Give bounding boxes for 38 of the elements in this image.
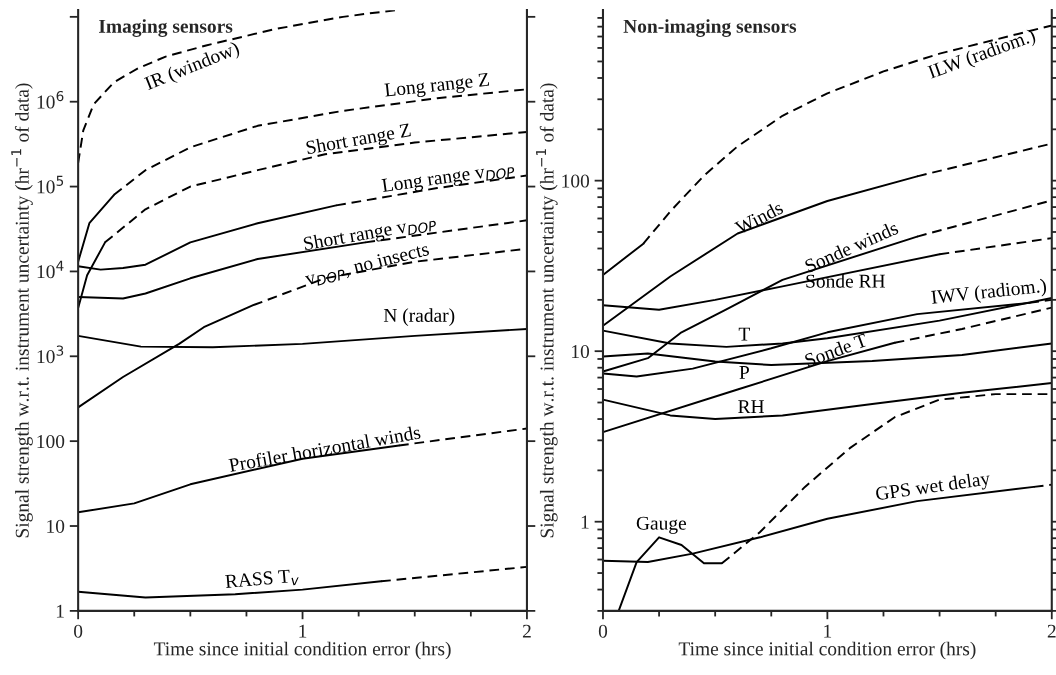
- x-tick-label: 0: [598, 624, 608, 638]
- y-tick-label: 10$^{4}$: [37, 260, 64, 279]
- series-label: Gauge: [636, 516, 687, 534]
- series-label: RASS T$_{v}$: [224, 568, 300, 592]
- chart-title: Non-imaging sensors: [623, 19, 797, 37]
- y-tick-label: 10$^{6}$: [37, 90, 64, 109]
- y-tick-label: 100: [562, 174, 590, 188]
- y-tick-label: 1: [56, 604, 64, 618]
- y-tick-label: 10: [572, 345, 590, 359]
- series-label: Sonde RH: [806, 274, 885, 288]
- y-axis-title: Signal strength w.r.t. instrument uncertainty (hr$^{−1}$ of data): [536, 83, 558, 538]
- x-tick-label: 2: [1047, 624, 1056, 638]
- text: Short range Z: [305, 122, 412, 159]
- text: Sonde winds: [804, 220, 900, 273]
- y-tick-label: 10$^{5}$: [37, 175, 64, 194]
- series-label: P: [739, 366, 749, 379]
- x-tick-label: 1: [824, 624, 832, 638]
- chart-title: Imaging sensors: [99, 19, 233, 37]
- text: Winds: [733, 200, 784, 235]
- x-tick-label: 0: [74, 624, 83, 638]
- series-label: N (radar): [383, 308, 455, 326]
- y-tick-label: 1: [581, 515, 589, 529]
- y-tick-label: 10: [47, 519, 65, 533]
- text: Long range v$_{DOP}$: [381, 160, 516, 197]
- x-axis-title: Time since initial condition error (hrs): [153, 641, 451, 660]
- x-axis-title: Time since initial condition error (hrs): [678, 641, 976, 660]
- text: Profiler horizontal winds: [228, 424, 421, 473]
- y-tick-label: 100: [37, 434, 65, 449]
- text: Sonde T: [804, 332, 869, 368]
- text: GPS wet delay: [875, 470, 992, 505]
- x-tick-label: 2: [522, 624, 531, 638]
- x-tick-label: 1: [299, 624, 307, 638]
- series-label: T: [738, 327, 750, 341]
- text: Long range Z: [384, 72, 490, 101]
- series-label: RH: [738, 400, 765, 414]
- y-axis-title: Signal strength w.r.t. instrument uncertainty (hr$^{−1}$ of data): [11, 83, 33, 538]
- text: IWV (radiom.): [930, 278, 1047, 308]
- y-tick-label: 10$^{3}$: [37, 345, 64, 364]
